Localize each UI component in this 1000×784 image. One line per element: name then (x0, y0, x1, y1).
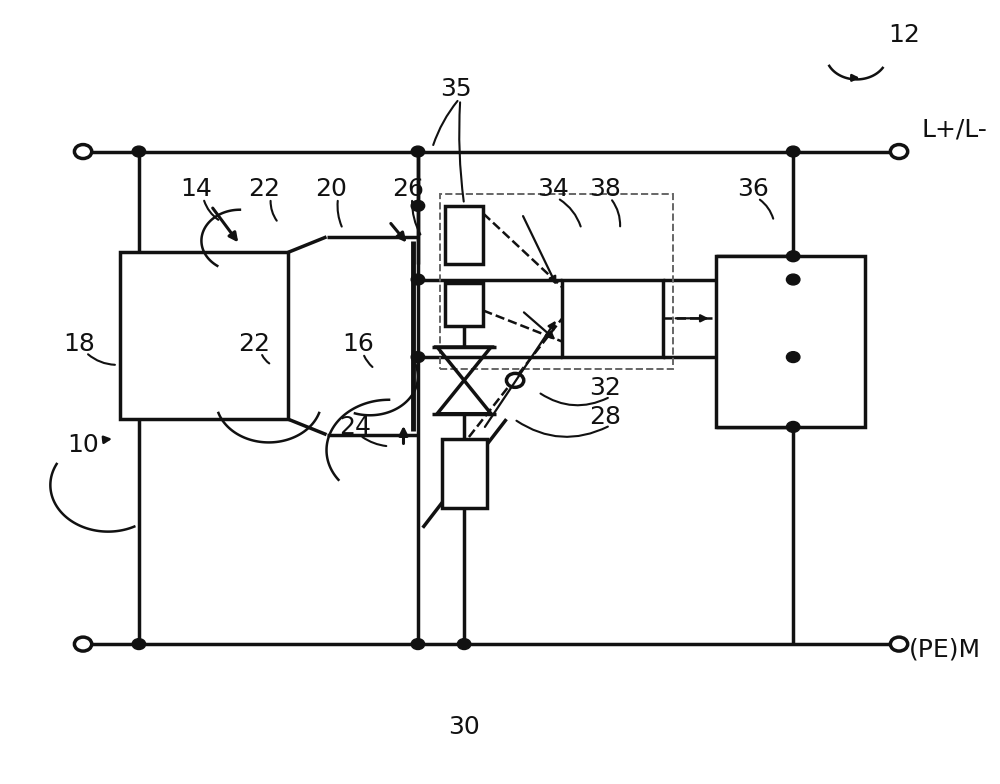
Circle shape (411, 639, 425, 649)
Text: 30: 30 (448, 715, 480, 739)
Text: 26: 26 (392, 176, 424, 201)
Circle shape (411, 352, 425, 362)
Text: 18: 18 (63, 332, 95, 356)
Bar (120, 252, 288, 419)
Text: 34: 34 (537, 176, 569, 201)
Circle shape (890, 144, 908, 158)
Circle shape (786, 274, 800, 285)
Circle shape (74, 144, 92, 158)
Bar (562, 280, 663, 357)
Circle shape (132, 146, 146, 157)
Text: 38: 38 (590, 176, 621, 201)
Text: 32: 32 (590, 376, 621, 400)
Text: 22: 22 (238, 332, 270, 356)
Circle shape (411, 146, 425, 157)
Circle shape (786, 422, 800, 432)
Text: 14: 14 (181, 176, 213, 201)
Circle shape (411, 201, 425, 211)
Circle shape (411, 274, 425, 285)
Bar (445, 206, 483, 264)
Circle shape (786, 146, 800, 157)
Text: 16: 16 (342, 332, 374, 356)
Circle shape (457, 639, 471, 649)
Bar (442, 438, 487, 508)
Bar (445, 283, 483, 326)
Text: L+/L-: L+/L- (921, 118, 987, 142)
Circle shape (786, 251, 800, 262)
Circle shape (890, 637, 908, 651)
Circle shape (786, 352, 800, 362)
Text: 35: 35 (441, 78, 472, 101)
Text: 10: 10 (67, 433, 99, 457)
Text: 36: 36 (737, 176, 769, 201)
Circle shape (506, 373, 524, 387)
Text: 28: 28 (590, 405, 622, 429)
Bar (440, 194, 673, 368)
Text: 12: 12 (888, 24, 920, 47)
Text: (PE)M: (PE)M (909, 637, 981, 662)
Circle shape (132, 639, 146, 649)
Bar (716, 256, 865, 427)
Text: 20: 20 (315, 176, 347, 201)
Text: 24: 24 (339, 415, 371, 439)
Circle shape (74, 637, 92, 651)
Text: 22: 22 (248, 176, 280, 201)
